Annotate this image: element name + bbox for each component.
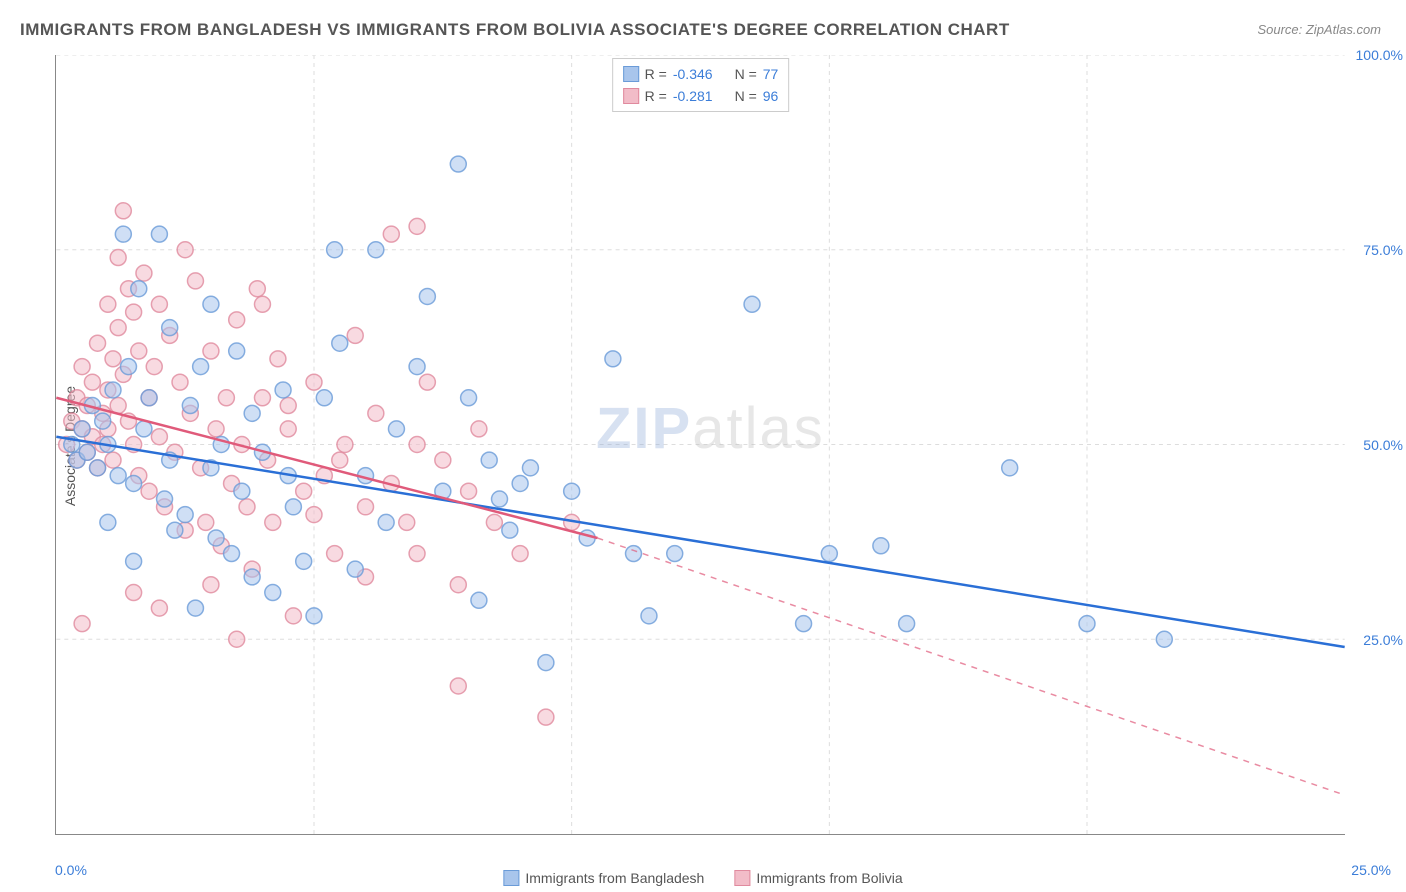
n-label: N = (735, 66, 757, 82)
r-label: R = (645, 66, 667, 82)
n-value-bangladesh: 77 (763, 66, 779, 82)
r-label: R = (645, 88, 667, 104)
y-tick-label: 25.0% (1353, 632, 1403, 648)
swatch-bangladesh (623, 66, 639, 82)
swatch-bolivia-bottom (734, 870, 750, 886)
y-tick-label: 100.0% (1353, 47, 1403, 63)
r-value-bangladesh: -0.346 (673, 66, 713, 82)
legend-row-bangladesh: R = -0.346 N = 77 (623, 63, 779, 85)
y-tick-label: 75.0% (1353, 242, 1403, 258)
r-value-bolivia: -0.281 (673, 88, 713, 104)
swatch-bangladesh-bottom (503, 870, 519, 886)
legend-row-bolivia: R = -0.281 N = 96 (623, 85, 779, 107)
x-tick-max: 25.0% (1351, 862, 1391, 878)
plot-area: ZIPatlas R = -0.346 N = 77 R = -0.281 N … (55, 55, 1345, 835)
legend-item-bolivia: Immigrants from Bolivia (734, 870, 902, 886)
swatch-bolivia (623, 88, 639, 104)
scatter-plot-svg (56, 55, 1345, 834)
y-tick-label: 50.0% (1353, 437, 1403, 453)
legend-label-bolivia: Immigrants from Bolivia (756, 870, 902, 886)
chart-container: IMMIGRANTS FROM BANGLADESH VS IMMIGRANTS… (0, 0, 1406, 892)
correlation-legend: R = -0.346 N = 77 R = -0.281 N = 96 (612, 58, 790, 112)
n-label: N = (735, 88, 757, 104)
source-attribution: Source: ZipAtlas.com (1257, 22, 1381, 37)
x-tick-min: 0.0% (55, 862, 87, 878)
chart-title: IMMIGRANTS FROM BANGLADESH VS IMMIGRANTS… (20, 20, 1010, 40)
legend-label-bangladesh: Immigrants from Bangladesh (525, 870, 704, 886)
n-value-bolivia: 96 (763, 88, 779, 104)
legend-item-bangladesh: Immigrants from Bangladesh (503, 870, 704, 886)
series-legend: Immigrants from Bangladesh Immigrants fr… (503, 870, 902, 886)
